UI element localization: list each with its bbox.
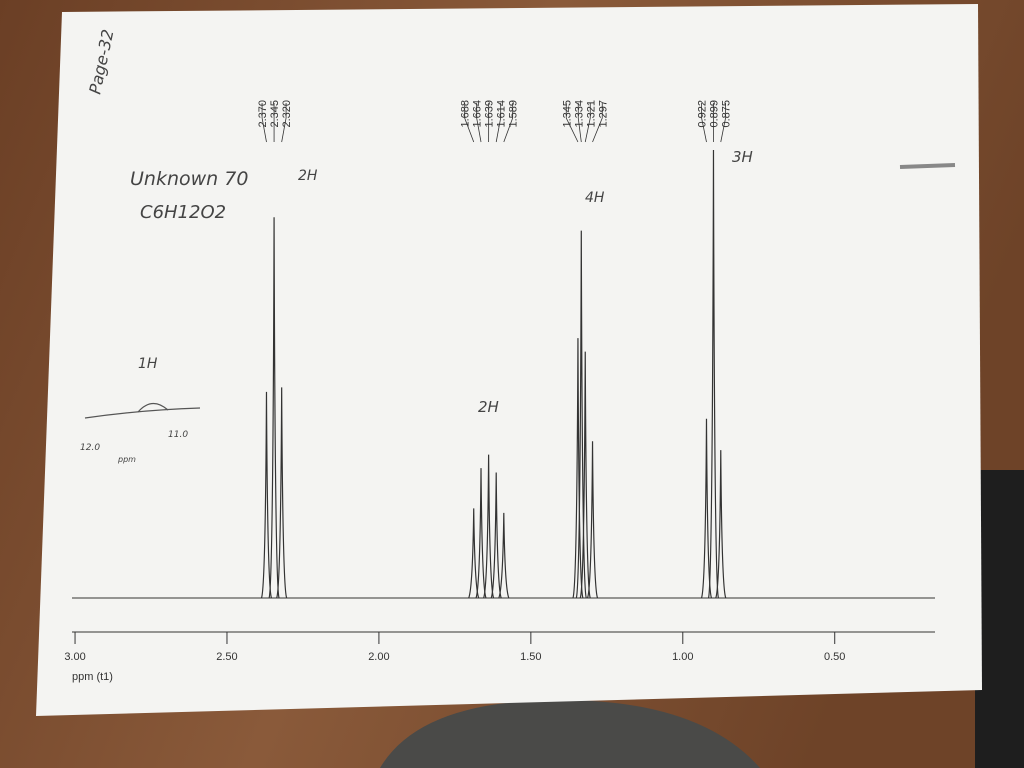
peak-label: 2.320 bbox=[281, 100, 293, 128]
handwritten-note: 1H bbox=[138, 356, 158, 372]
peak bbox=[468, 508, 480, 599]
leader bbox=[476, 103, 482, 143]
x-tick-label: 0.50 bbox=[824, 651, 845, 663]
cloth bbox=[380, 700, 760, 768]
peak bbox=[483, 454, 495, 599]
leader bbox=[701, 103, 707, 143]
peak bbox=[268, 217, 280, 599]
peak bbox=[475, 468, 487, 599]
smudge bbox=[899, 163, 956, 169]
peak bbox=[260, 391, 273, 599]
peak-label: 0.875 bbox=[721, 100, 733, 128]
inset-baseline bbox=[84, 407, 201, 419]
leader bbox=[503, 103, 514, 143]
handwritten-note: Unknown 70 bbox=[130, 168, 248, 190]
inset-peak bbox=[137, 402, 169, 413]
peak-label: 2.370 bbox=[257, 100, 269, 128]
x-tick-label: 3.00 bbox=[64, 651, 85, 663]
leader bbox=[565, 103, 579, 143]
x-axis-label: ppm (t1) bbox=[72, 671, 113, 683]
handwritten-note: 3H bbox=[732, 148, 753, 166]
peak-label: 0.899 bbox=[709, 100, 721, 128]
leader bbox=[495, 103, 502, 143]
dark-object bbox=[975, 470, 1024, 768]
handwritten-note: C6H12O2 bbox=[140, 202, 226, 223]
peak-label: 1.334 bbox=[573, 100, 585, 128]
peak-label: 1.688 bbox=[460, 100, 472, 128]
peak-label: 1.614 bbox=[496, 100, 508, 128]
peak bbox=[572, 338, 584, 599]
peak bbox=[586, 441, 599, 599]
peak-label: 1.639 bbox=[484, 100, 496, 128]
peak bbox=[700, 418, 713, 599]
peak-label: 1.321 bbox=[585, 100, 597, 128]
leader bbox=[464, 103, 475, 143]
leader bbox=[577, 103, 582, 143]
paper bbox=[36, 4, 982, 716]
peak-label: 0.922 bbox=[697, 100, 709, 128]
x-tick-label: 1.50 bbox=[520, 651, 541, 663]
leader bbox=[592, 103, 603, 143]
handwritten-note: 12.0 bbox=[80, 443, 100, 453]
x-tick-label: 1.00 bbox=[672, 651, 693, 663]
x-tick-label: 2.00 bbox=[368, 651, 389, 663]
peak-label: 1.297 bbox=[597, 100, 609, 128]
peak-label: 2.345 bbox=[269, 100, 281, 128]
peak bbox=[276, 387, 288, 599]
peak-label: 1.345 bbox=[561, 100, 573, 128]
x-tick-label: 2.50 bbox=[216, 651, 237, 663]
peak bbox=[579, 351, 591, 599]
leader bbox=[720, 103, 726, 143]
handwritten-note: 11.0 bbox=[168, 430, 188, 440]
handwritten-note: 2H bbox=[298, 168, 318, 184]
handwritten-note: 2H bbox=[478, 398, 499, 416]
handwritten-note: 4H bbox=[585, 190, 605, 206]
peak-label: 1.589 bbox=[508, 100, 520, 128]
peak bbox=[498, 512, 510, 599]
peak bbox=[715, 450, 727, 599]
peak bbox=[490, 472, 502, 599]
leader bbox=[281, 103, 287, 143]
handwritten-note: ppm bbox=[117, 455, 136, 464]
leader bbox=[261, 103, 267, 143]
peak bbox=[707, 149, 720, 599]
peak bbox=[575, 230, 587, 599]
peak-label: 1.664 bbox=[472, 100, 484, 128]
leader bbox=[584, 103, 591, 143]
